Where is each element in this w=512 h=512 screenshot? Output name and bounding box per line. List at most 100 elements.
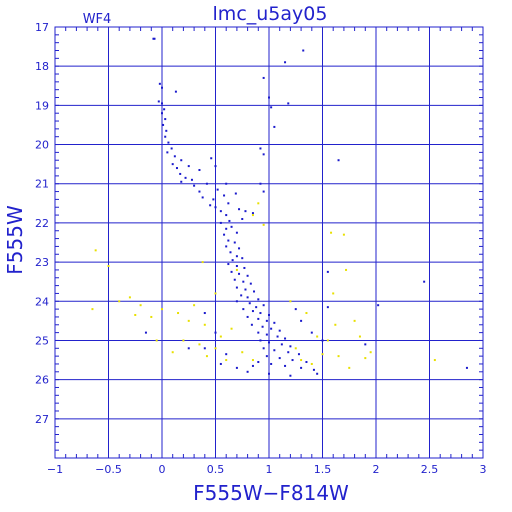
blue-point — [157, 100, 160, 103]
blue-point — [265, 355, 268, 358]
blue-point — [153, 37, 156, 40]
yellow-point — [205, 355, 208, 358]
blue-point — [268, 96, 270, 99]
blue-point — [210, 157, 213, 160]
blue-point — [268, 372, 270, 375]
yellow-point — [225, 359, 228, 362]
blue-point — [225, 353, 228, 356]
y-tick-label: 21 — [35, 178, 49, 191]
blue-point — [280, 343, 283, 346]
blue-point — [212, 198, 215, 201]
blue-point — [235, 255, 238, 258]
blue-point — [180, 159, 183, 162]
x-tick-label: 1 — [266, 463, 273, 476]
y-tick-label: 23 — [35, 256, 49, 269]
blue-point — [248, 302, 251, 305]
blue-point — [423, 280, 426, 283]
blue-point — [219, 210, 222, 213]
blue-point — [297, 353, 300, 356]
yellow-point — [345, 268, 348, 271]
blue-point — [203, 312, 206, 315]
x-tick-label: 3 — [480, 463, 487, 476]
blue-point — [235, 286, 238, 289]
yellow-point — [305, 312, 308, 315]
yellow-point — [94, 249, 97, 252]
yellow-point — [107, 265, 110, 268]
blue-point — [238, 247, 241, 250]
blue-point — [235, 366, 238, 369]
blue-point — [287, 351, 290, 354]
blue-point — [364, 343, 367, 346]
yellow-point — [171, 351, 174, 354]
blue-point — [262, 304, 265, 307]
yellow-point — [128, 296, 131, 299]
x-tick-label: −1 — [47, 463, 63, 476]
yellow-point — [235, 268, 238, 271]
blue-point — [302, 49, 305, 52]
blue-point — [219, 221, 222, 224]
blue-point — [262, 190, 265, 193]
blue-point — [265, 333, 268, 336]
blue-point — [284, 364, 287, 367]
yellow-point — [342, 233, 345, 236]
yellow-point — [358, 335, 361, 338]
blue-point — [246, 296, 249, 299]
blue-point — [241, 217, 244, 220]
yellow-point — [214, 347, 217, 350]
blue-point — [243, 266, 246, 269]
blue-point — [246, 274, 249, 277]
y-tick-label: 22 — [35, 217, 49, 230]
yellow-point — [150, 315, 153, 318]
blue-point — [162, 123, 165, 126]
tick-marks — [54, 26, 484, 459]
yellow-point — [214, 292, 217, 295]
yellow-point — [353, 319, 356, 322]
blue-point — [262, 153, 265, 156]
blue-point — [257, 317, 260, 320]
yellow-point — [230, 327, 233, 330]
blue-point — [262, 76, 265, 79]
x-tick-label: 0.5 — [207, 463, 225, 476]
blue-point — [214, 331, 217, 334]
yellow-point — [294, 347, 297, 350]
blue-point — [193, 184, 196, 187]
yellow-point — [433, 359, 436, 362]
blue-point — [244, 210, 247, 213]
blue-point — [240, 294, 243, 297]
blue-point — [161, 112, 163, 115]
blue-point — [233, 278, 236, 281]
blue-point — [273, 349, 276, 352]
blue-point — [216, 188, 219, 191]
blue-point — [219, 362, 222, 365]
blue-point — [223, 233, 226, 236]
blue-point — [300, 319, 303, 322]
blue-point — [246, 315, 249, 318]
blue-point — [289, 345, 292, 348]
blue-point — [321, 339, 324, 342]
blue-point — [170, 147, 173, 150]
yellow-point — [139, 304, 142, 307]
blue-point — [203, 347, 206, 350]
x-tick-label: 2 — [373, 463, 380, 476]
blue-point — [249, 282, 252, 285]
yellow-point — [316, 335, 319, 338]
yellow-point — [300, 359, 303, 362]
blue-point — [465, 366, 468, 369]
blue-point — [270, 327, 273, 330]
blue-point — [310, 331, 313, 334]
blue-point — [180, 180, 183, 183]
y-tick-label: 25 — [35, 334, 49, 347]
blue-point — [187, 347, 190, 350]
blue-point — [294, 308, 297, 311]
blue-point — [278, 357, 281, 360]
blue-point — [259, 339, 262, 342]
blue-point — [253, 290, 256, 293]
blue-point — [259, 312, 262, 315]
blue-point — [235, 265, 238, 268]
blue-point — [261, 325, 264, 328]
blue-point — [246, 370, 249, 373]
yellow-point — [219, 335, 222, 338]
blue-point — [273, 125, 276, 128]
y-tick-label: 20 — [35, 139, 49, 152]
